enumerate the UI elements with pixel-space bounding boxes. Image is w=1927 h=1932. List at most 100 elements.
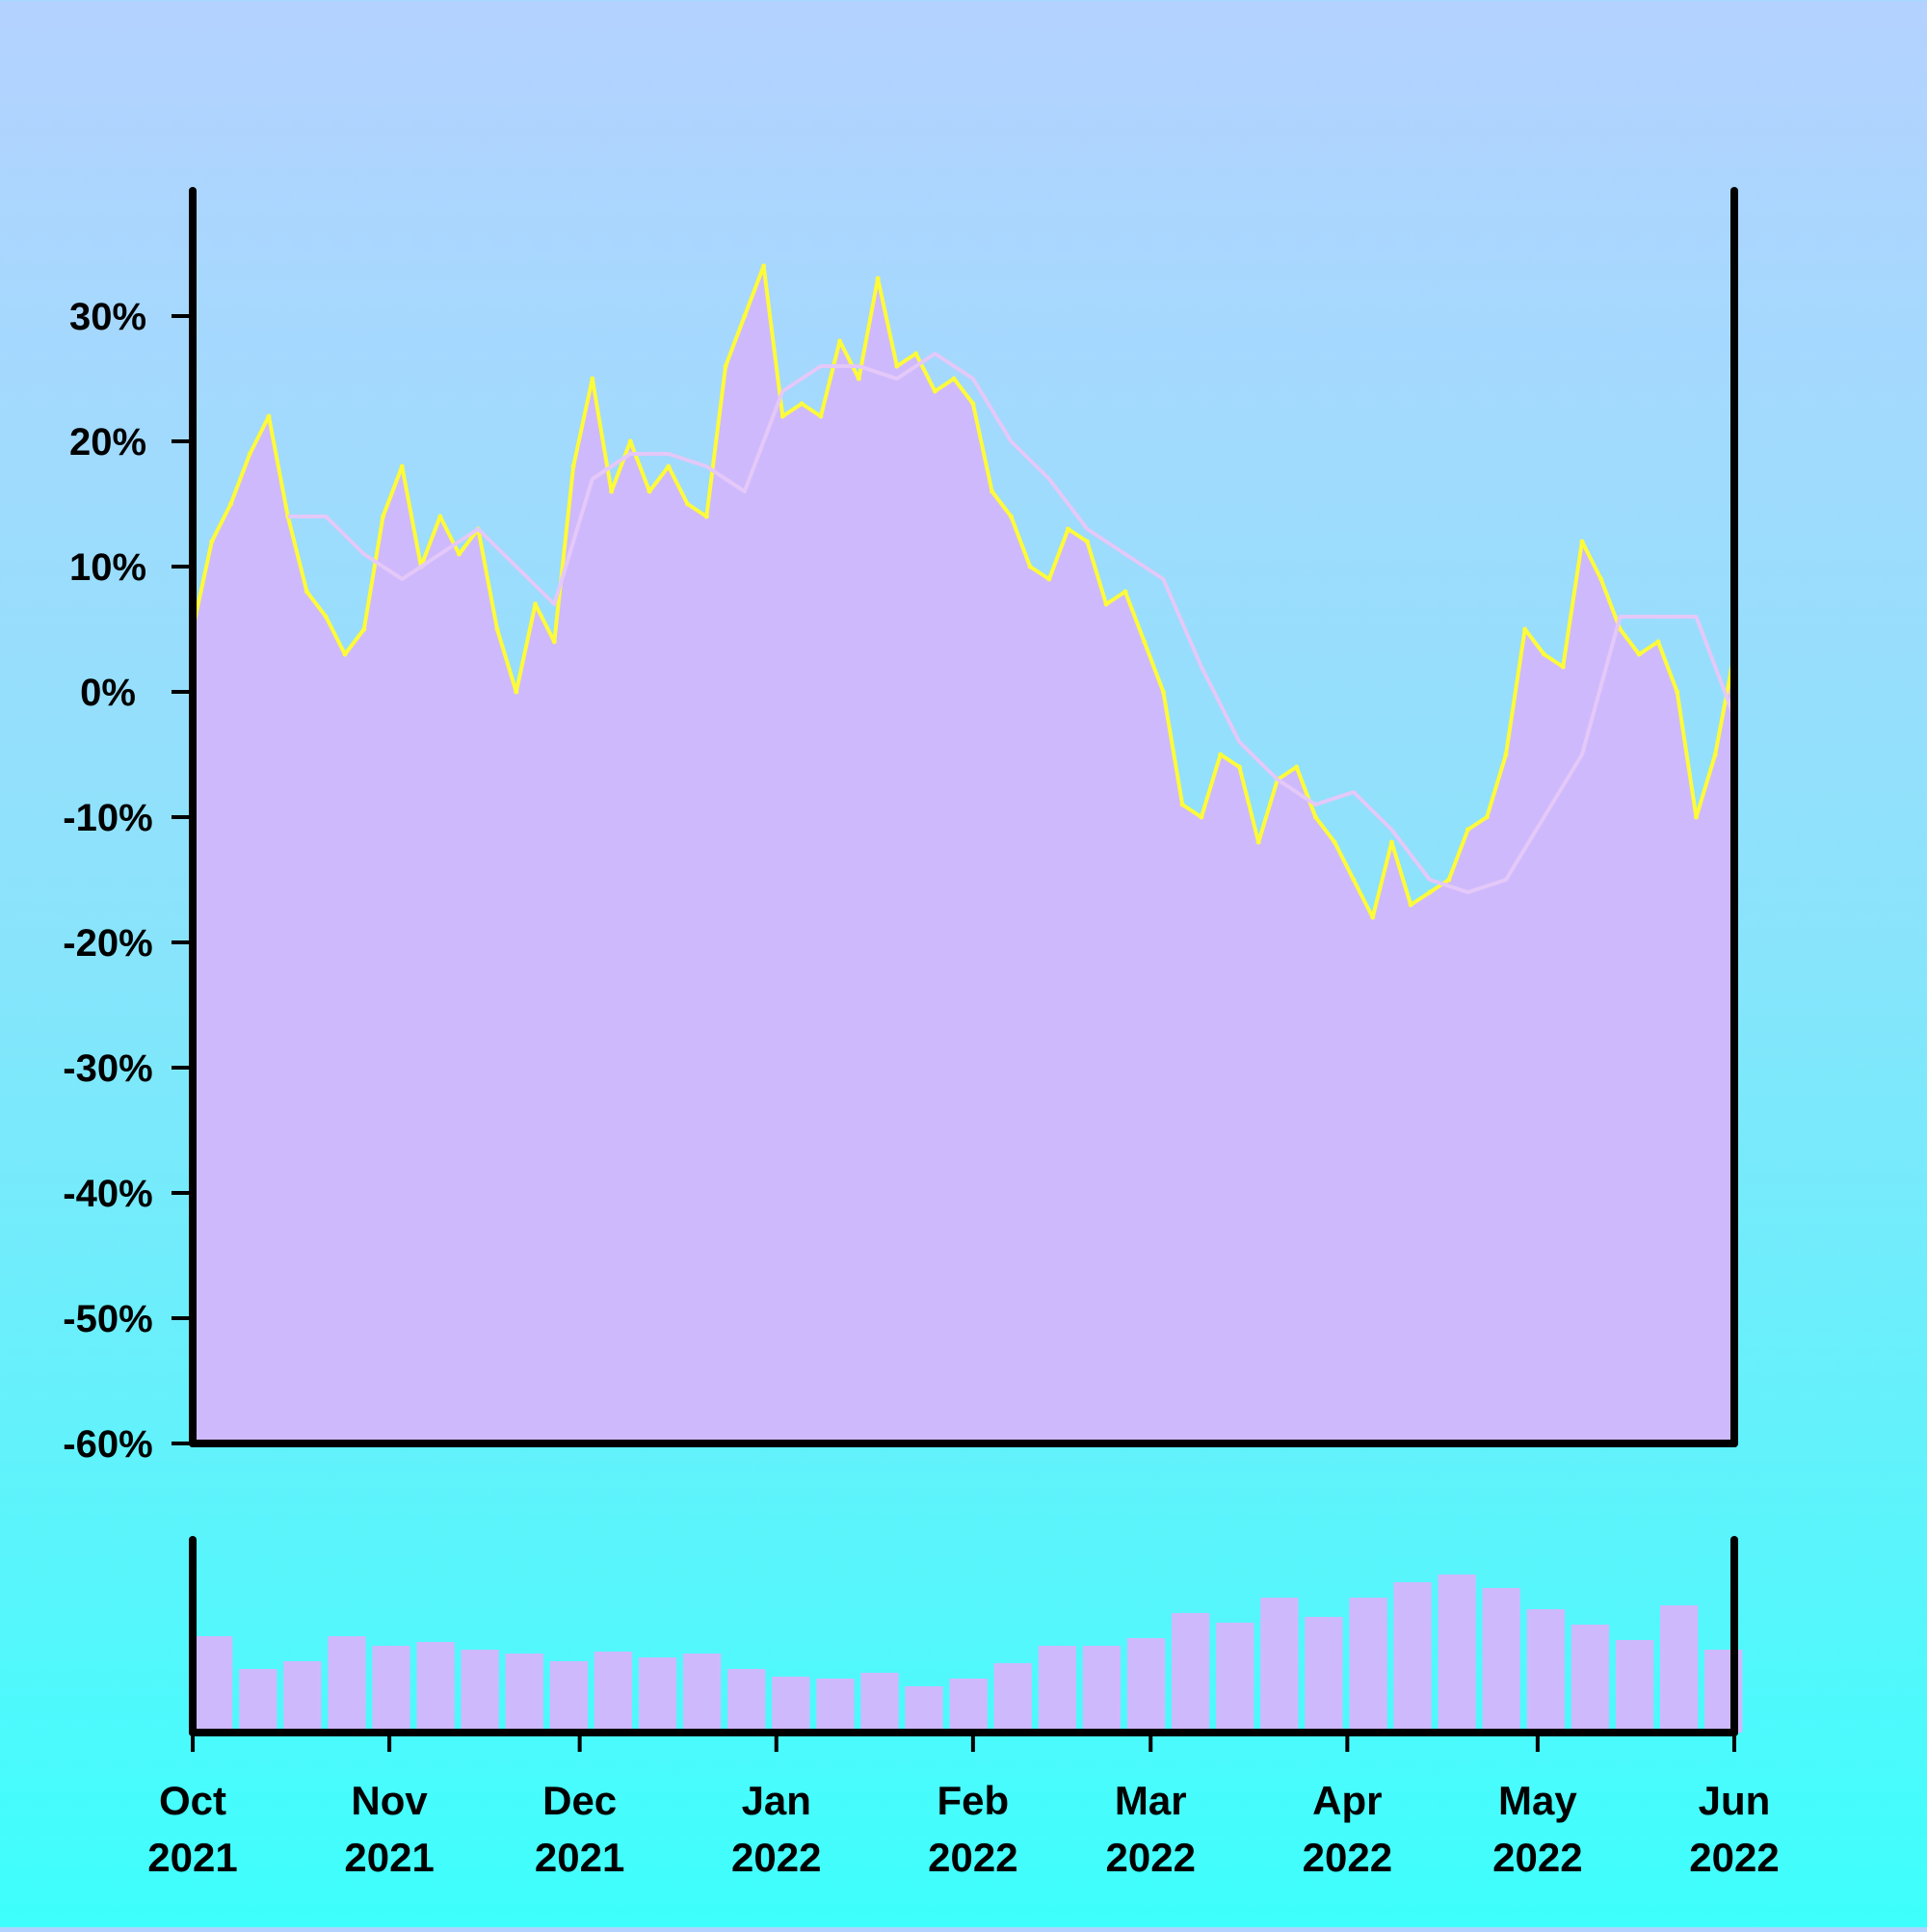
return-point xyxy=(609,489,615,494)
return-point xyxy=(323,614,329,620)
return-point xyxy=(209,539,215,544)
return-point xyxy=(837,338,843,344)
return-point xyxy=(1693,814,1699,820)
return-point xyxy=(1084,539,1090,544)
x-tick-year: 2022 xyxy=(928,1835,1017,1880)
volume-bar xyxy=(1615,1640,1654,1733)
volume-bar xyxy=(1660,1605,1699,1733)
x-tick-month: Oct xyxy=(159,1778,226,1823)
return-point xyxy=(1351,877,1357,883)
return-point xyxy=(779,413,785,419)
x-tick-year: 2021 xyxy=(344,1835,434,1880)
return-point xyxy=(1522,626,1528,632)
y-tick-label: -50% xyxy=(63,1298,152,1340)
return-point xyxy=(799,401,805,407)
return-point xyxy=(951,376,957,382)
x-tick-month: Apr xyxy=(1312,1778,1382,1823)
return-point xyxy=(1046,576,1052,582)
x-axis: Oct 2021 Nov 2021 Dec 2021 Jan 2022 Feb 2022 Mar 20… xyxy=(147,1733,1780,1880)
return-point xyxy=(685,501,691,507)
return-point xyxy=(703,514,709,519)
return-point xyxy=(1066,526,1071,532)
return-point xyxy=(1103,601,1109,607)
return-point xyxy=(1388,839,1394,845)
x-tick-month: Nov xyxy=(351,1778,428,1823)
y-tick-label: 0% xyxy=(80,672,136,714)
return-point xyxy=(1008,514,1014,519)
return-point xyxy=(932,388,937,394)
return-point xyxy=(381,514,386,519)
volume-panel xyxy=(189,1536,1743,1736)
x-tick-year: 2022 xyxy=(731,1835,821,1880)
return-point xyxy=(1560,664,1566,670)
x-tick-year: 2022 xyxy=(1106,1835,1196,1880)
return-point xyxy=(590,376,595,382)
return-point xyxy=(342,651,348,657)
volume-bar xyxy=(416,1642,455,1733)
volume-bar xyxy=(1038,1646,1076,1733)
x-tick-month: Mar xyxy=(1115,1778,1187,1823)
x-tick-year: 2022 xyxy=(1689,1835,1779,1880)
return-point xyxy=(742,313,748,319)
y-tick-label: 10% xyxy=(69,546,146,589)
x-tick-year: 2022 xyxy=(1303,1835,1392,1880)
return-point xyxy=(970,401,976,407)
return-point xyxy=(1255,839,1261,845)
return-point xyxy=(494,626,500,632)
volume-bar xyxy=(1482,1588,1520,1733)
x-tick-month: Jan xyxy=(742,1778,811,1823)
return-point xyxy=(1370,914,1376,920)
x-tick-month: May xyxy=(1498,1778,1577,1823)
return-point xyxy=(1160,689,1166,695)
return-point xyxy=(1636,651,1642,657)
volume-bar xyxy=(461,1650,499,1733)
return-point xyxy=(266,413,272,419)
return-point xyxy=(1408,902,1413,908)
x-tick-month: Feb xyxy=(937,1778,1010,1823)
return-point xyxy=(1655,639,1661,645)
volume-bar xyxy=(549,1661,588,1733)
return-point xyxy=(1598,576,1604,582)
return-point xyxy=(627,438,633,444)
volume-bar xyxy=(1393,1582,1432,1733)
return-point xyxy=(533,601,539,607)
x-tick-year: 2021 xyxy=(535,1835,624,1880)
return-point xyxy=(1503,752,1509,757)
volume-bar xyxy=(993,1663,1032,1733)
return-point xyxy=(1218,752,1224,757)
y-tick-label: -20% xyxy=(63,922,152,965)
volume-bar xyxy=(683,1654,722,1733)
volume-bar xyxy=(727,1669,766,1733)
return-point xyxy=(1579,539,1585,544)
volume-bar xyxy=(1571,1625,1610,1733)
return-point xyxy=(723,363,728,369)
volume-bar xyxy=(905,1686,943,1733)
volume-bar xyxy=(1305,1617,1343,1733)
return-area xyxy=(193,266,1734,1443)
return-point xyxy=(761,263,767,269)
return-line xyxy=(191,264,1736,919)
volume-bar xyxy=(1126,1638,1166,1733)
return-point xyxy=(1179,802,1185,807)
volume-bar xyxy=(195,1636,233,1733)
return-point xyxy=(856,376,861,382)
return-point xyxy=(1236,764,1242,770)
x-tick-month: Jun xyxy=(1699,1778,1771,1823)
return-point xyxy=(1427,889,1433,895)
return-point xyxy=(1199,814,1204,820)
return-point xyxy=(1712,752,1718,757)
return-point xyxy=(1027,564,1033,569)
return-point xyxy=(1541,651,1546,657)
y-tick-label: -10% xyxy=(63,797,152,839)
return-point xyxy=(1675,689,1680,695)
return-point xyxy=(1332,839,1337,845)
return-point xyxy=(570,463,576,469)
x-tick-year: 2021 xyxy=(147,1835,237,1880)
return-point xyxy=(913,351,919,357)
return-point xyxy=(1312,814,1318,820)
volume-bar xyxy=(949,1679,988,1733)
volume-bar xyxy=(1260,1598,1299,1733)
return-point xyxy=(437,514,443,519)
